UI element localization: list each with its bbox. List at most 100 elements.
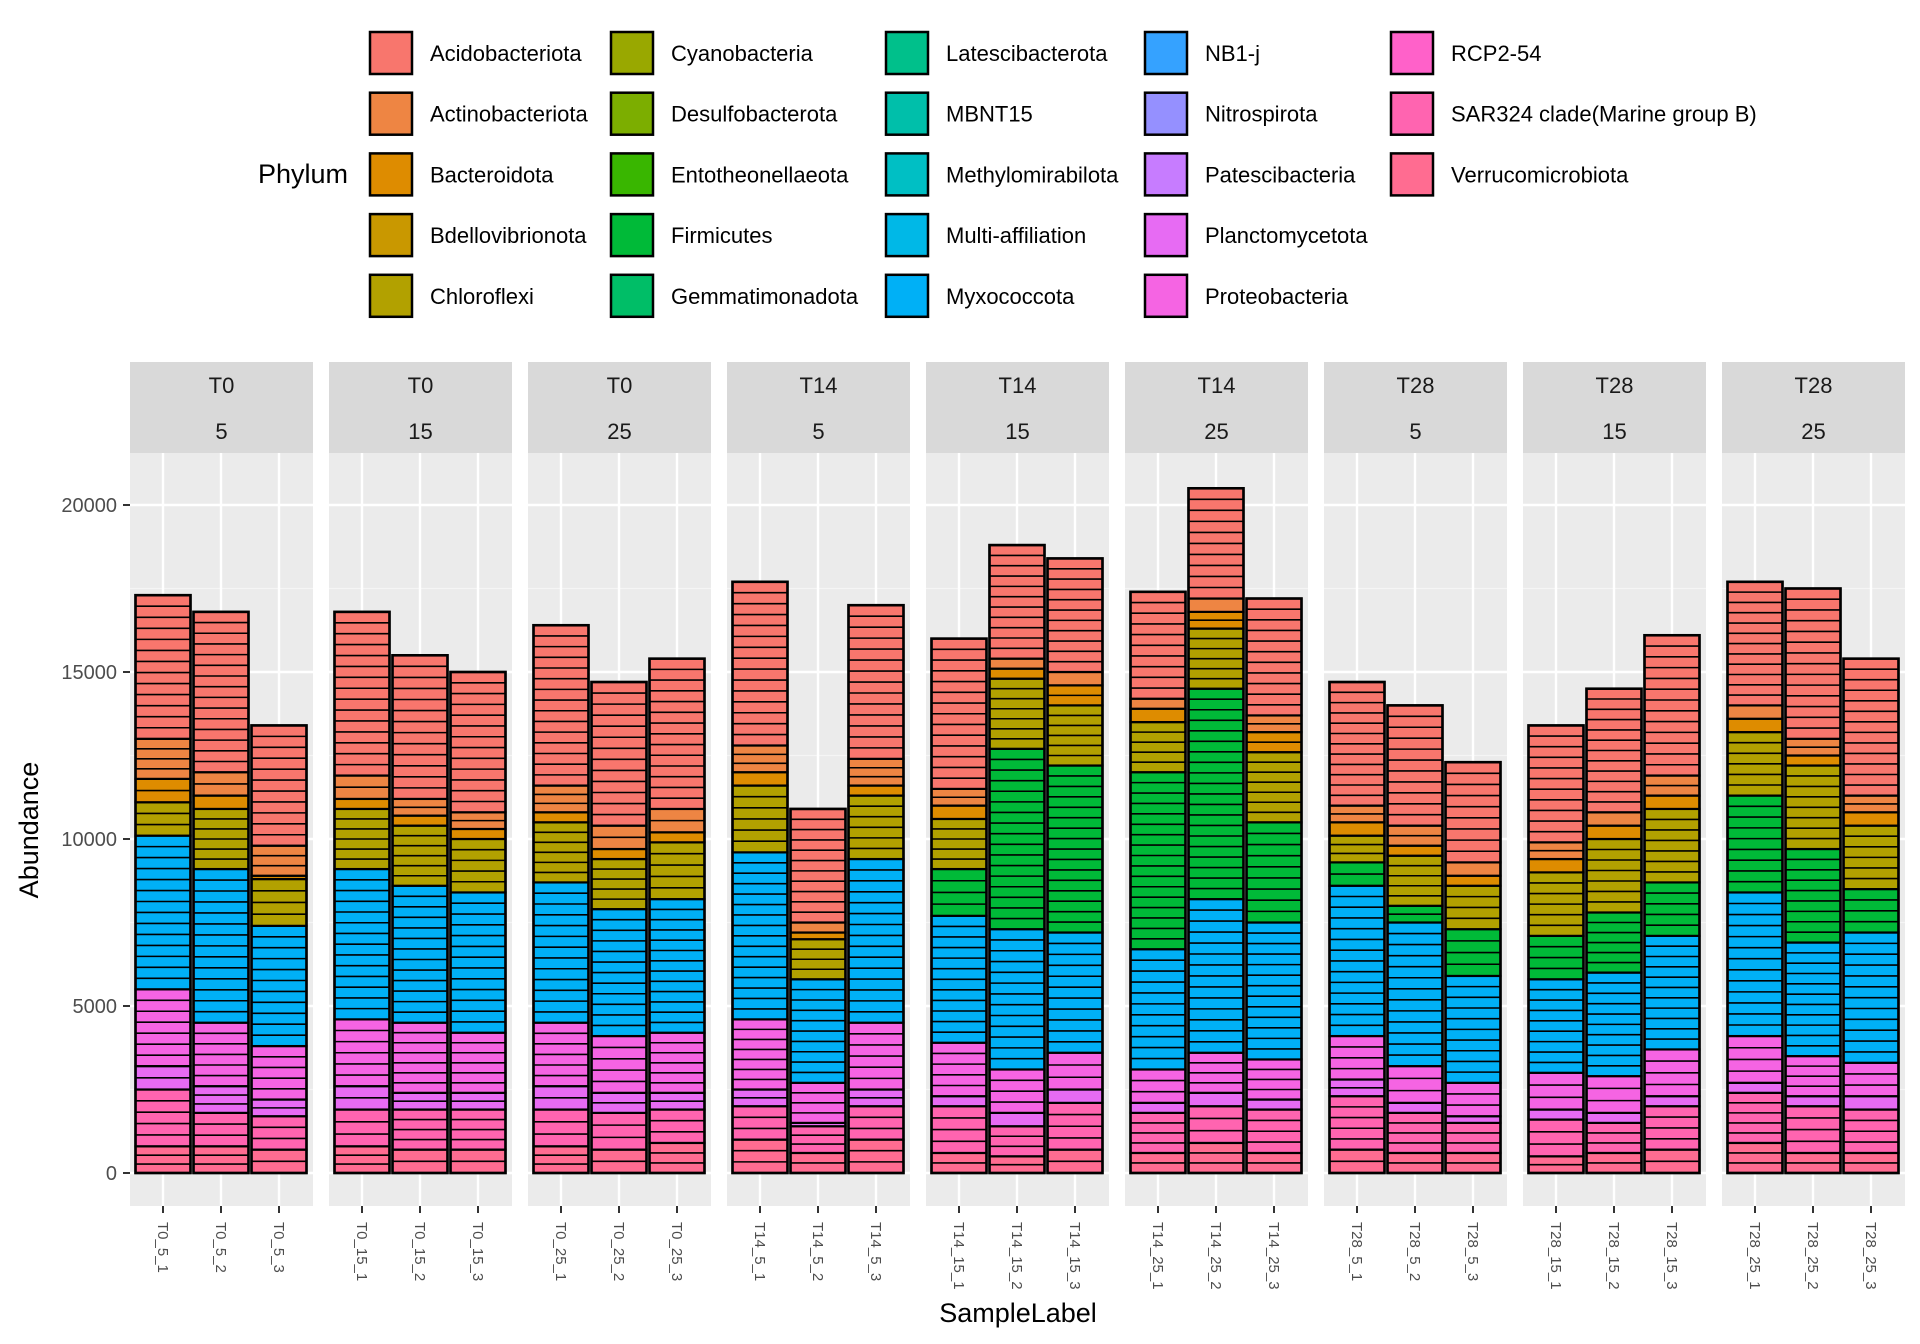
stacked-bar [250,724,308,1175]
bar-segment [1386,1065,1444,1104]
legend-swatch [1389,91,1435,136]
bar-segment [1527,1118,1585,1158]
bar-segment [590,1034,648,1094]
bar-segment [1444,761,1502,864]
legend-item: Myxococcota [884,273,1075,319]
bar-segment [1046,557,1104,674]
facet-time-label: T28 [1596,373,1634,398]
bar-outline [134,593,192,1175]
legend-label: Bacteroidota [430,162,554,187]
stacked-bar [1527,724,1585,1175]
bar-segment [1585,1111,1643,1125]
legend-item: Acidobacteriota [368,30,582,76]
x-tick-label: T0_25_1 [552,1222,569,1281]
y-tick-label: 20000 [61,495,117,517]
facet-depth-label: 25 [1801,419,1825,444]
bar-segment [847,784,905,797]
x-tick-label: T14_15_3 [1066,1222,1083,1290]
bar-segment [930,1095,988,1108]
bar-outline [847,603,905,1175]
stacked-bar [930,637,988,1175]
bar-segment [250,724,308,847]
bar-segment [847,857,905,1024]
legend-item: Gemmatimonadota [609,273,859,319]
bar-outline [1046,557,1104,1175]
stacked-bar [1585,687,1643,1175]
x-tick-label: T0_25_2 [610,1222,627,1281]
facet-strip [1324,362,1507,453]
stacked-bar [532,623,590,1175]
stacked-bar [1784,587,1842,1175]
bar-segment [1245,821,1303,924]
bar-segment [1245,597,1303,717]
legend-item: Nitrospirota [1143,91,1318,136]
x-tick-label: T28_5_1 [1348,1222,1365,1281]
bar-segment [1726,704,1784,720]
facet-strip [329,362,512,453]
x-tick-label: T14_15_2 [1008,1222,1025,1290]
legend-swatch [884,212,930,258]
legend-swatch [884,152,930,197]
bar-segment [1444,861,1502,877]
legend-item: Bdellovibrionota [368,212,587,258]
facet-panel: T14 5 T14_5_1 T14_5_2 T14_5_3 [727,362,910,1281]
bar-segment [648,1108,706,1145]
legend-label: Nitrospirota [1205,102,1318,127]
stacked-bar [1129,590,1187,1175]
bar-segment [731,744,789,774]
legend-swatch [884,30,930,76]
bar-segment [532,784,590,814]
facet-panel: T28 5 T28_5_1 T28_5_2 T28_5_3 [1324,362,1507,1281]
bar-segment [930,804,988,821]
bar-segment [250,1044,308,1101]
bar-segment [1585,1075,1643,1114]
legend-item: Bacteroidota [368,152,554,197]
bar-segment [1386,844,1444,857]
x-tick-label: T28_25_3 [1862,1222,1879,1290]
stacked-bar [1842,657,1900,1175]
bar-segment [590,847,648,861]
legend-item: Proteobacteria [1143,273,1349,319]
bar-outline [1784,587,1842,1175]
bar-segment [1784,754,1842,767]
stacked-bar [1444,760,1502,1175]
facet-panel: T28 25 T28_25_1 T28_25_2 T28_25_3 [1722,362,1905,1290]
legend-swatch [609,212,655,258]
bar-segment [1585,811,1643,827]
bar-segment [731,1105,789,1141]
x-tick-label: T28_5_3 [1464,1222,1481,1281]
x-tick-label: T0_15_1 [353,1222,370,1281]
bar-segment [1842,1095,1900,1111]
legend-swatch [368,91,414,136]
x-tick-label: T14_25_3 [1265,1222,1282,1290]
legend-swatch [1143,152,1189,197]
x-tick-label: T0_5_1 [154,1222,171,1273]
legend-item: Chloroflexi [368,273,534,319]
bar-segment [1444,1121,1502,1155]
facet-strip [1523,362,1706,453]
bar-segment [333,610,391,777]
bar-outline [1187,486,1245,1175]
bar-segment [1187,597,1245,613]
x-tick-label: T28_15_3 [1663,1222,1680,1290]
y-tick-label: 10000 [61,829,117,851]
bar-segment [1527,1071,1585,1111]
bar-segment [449,837,507,894]
facet-panel: T0 15 T0_15_1 T0_15_2 T0_15_3 [329,362,512,1281]
bar-segment [1527,1108,1585,1121]
bar-segment [789,807,847,924]
legend-swatch [884,273,930,319]
stacked-bar [1245,597,1303,1175]
bar-segment [134,1088,192,1148]
bar-segment [1784,941,1842,1058]
bar-segment [930,817,988,871]
facet-time-label: T14 [999,373,1037,398]
bar-segment [1643,934,1701,1051]
bar-segment [930,1041,988,1098]
bar-segment [648,841,706,901]
bar-segment [648,1141,706,1175]
bar-segment [1643,1095,1701,1108]
legend-swatch [1143,30,1189,76]
bar-segment [192,610,250,774]
